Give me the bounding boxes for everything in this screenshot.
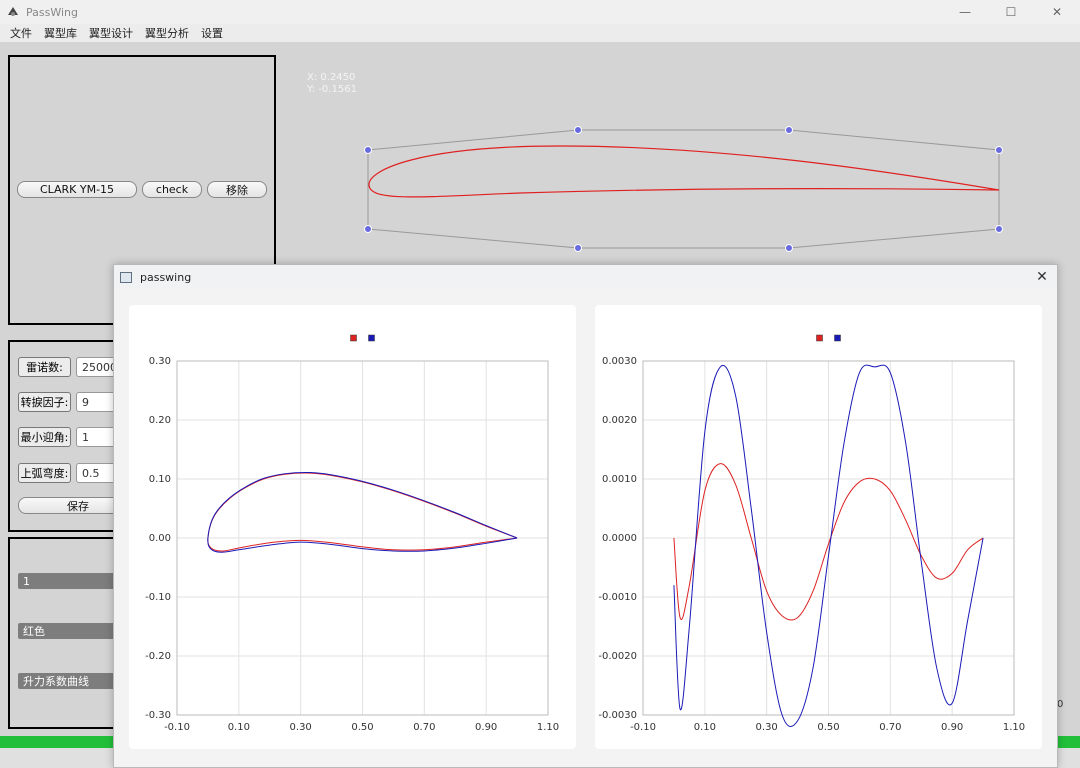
dialog-close-button[interactable]: ✕ [1036, 269, 1048, 285]
legend-marker[interactable] [350, 334, 357, 342]
y-tick-label: 0.0010 [602, 474, 637, 485]
y-tick-label: 0.0030 [602, 356, 637, 367]
y-tick-label: 0.0020 [602, 415, 637, 426]
upper-camber-label: 上弧弯度: [18, 463, 71, 483]
menu-file[interactable]: 文件 [10, 27, 32, 40]
control-point[interactable] [364, 146, 372, 154]
cursor-x: X: 0.2450 [307, 72, 356, 83]
x-tick-label: 0.70 [413, 722, 435, 733]
dialog-title-bar: passwing ✕ [114, 265, 1057, 289]
control-point[interactable] [574, 126, 582, 134]
chart-card-left: -0.10 0.10 0.30 0.50 0.70 0.90 1.10 0.30 0.20 0.1… [129, 305, 576, 749]
title-bar: PassWing — ☐ ✕ [0, 0, 1080, 24]
airfoil-name-button[interactable]: CLARK YM-15 [17, 181, 137, 198]
plot-frame [176, 360, 549, 716]
y-tick-label: -0.0010 [598, 592, 637, 603]
menu-bar: 文件 翼型库 翼型设计 翼型分析 设置 [0, 24, 1080, 42]
y-tick-label: 0.30 [149, 356, 171, 367]
close-window-button[interactable]: ✕ [1051, 5, 1063, 19]
menu-airfoil-design[interactable]: 翼型设计 [89, 27, 133, 40]
control-point[interactable] [995, 146, 1003, 154]
save-button[interactable]: 保存 [18, 497, 138, 514]
check-button[interactable]: check [142, 181, 202, 198]
control-point[interactable] [785, 244, 793, 252]
y-tick-label: -0.20 [145, 651, 171, 662]
series-line [207, 471, 518, 553]
control-point[interactable] [364, 225, 372, 233]
option-bar-color[interactable]: 红色 [18, 623, 128, 639]
y-tick-label: -0.30 [145, 710, 171, 721]
dialog-window-icon [120, 271, 132, 283]
y-tick-label: -0.0020 [598, 651, 637, 662]
legend-marker[interactable] [816, 334, 823, 342]
x-tick-label: 1.10 [537, 722, 559, 733]
control-polygon-upper [367, 129, 1000, 190]
chart-card-right: -0.10 0.10 0.30 0.50 0.70 0.90 1.10 0.0030 0.002… [595, 305, 1042, 749]
option-bar-curve-type[interactable]: 升力系数曲线 [18, 673, 128, 689]
airfoil-shape-chart: -0.10 0.10 0.30 0.50 0.70 0.90 1.10 0.30 0.20 0.1… [145, 334, 559, 733]
deviation-chart: -0.10 0.10 0.30 0.50 0.70 0.90 1.10 0.0030 0.002… [598, 334, 1025, 733]
reynolds-label: 雷诺数: [18, 357, 71, 377]
series-line [673, 364, 984, 727]
menu-airfoil-analysis[interactable]: 翼型分析 [145, 27, 189, 40]
x-tick-label: 0.10 [228, 722, 250, 733]
control-point[interactable] [574, 244, 582, 252]
x-tick-label: 0.70 [879, 722, 901, 733]
right-edge-label: 0 [1057, 699, 1064, 710]
maximize-button[interactable]: ☐ [1005, 5, 1017, 19]
x-tick-label: -0.10 [164, 722, 190, 733]
x-tick-label: 0.30 [756, 722, 778, 733]
x-tick-label: 1.10 [1003, 722, 1025, 733]
control-point[interactable] [995, 225, 1003, 233]
y-tick-label: 0.0000 [602, 533, 637, 544]
control-point[interactable] [785, 126, 793, 134]
x-tick-label: 0.90 [475, 722, 497, 733]
y-tick-label: -0.10 [145, 592, 171, 603]
control-polygon-lower [367, 150, 1000, 249]
legend-marker[interactable] [834, 334, 841, 342]
x-tick-label: 0.90 [941, 722, 963, 733]
y-tick-label: -0.0030 [598, 710, 637, 721]
x-tick-label: 0.50 [351, 722, 373, 733]
dialog-title: passwing [140, 270, 192, 284]
airfoil-contour [368, 145, 1000, 198]
minimize-button[interactable]: — [959, 5, 971, 19]
window-title: PassWing [26, 5, 78, 19]
x-tick-label: 0.10 [694, 722, 716, 733]
window-controls: — ☐ ✕ [942, 0, 1080, 24]
remove-button[interactable]: 移除 [207, 181, 267, 198]
plot-frame [642, 360, 1015, 716]
transition-factor-label: 转捩因子: [18, 392, 71, 412]
x-tick-label: -0.10 [630, 722, 656, 733]
airfoil-editor-canvas[interactable] [0, 42, 1080, 282]
menu-settings[interactable]: 设置 [201, 27, 223, 40]
option-bar-1[interactable]: 1 [18, 573, 128, 589]
legend-marker[interactable] [368, 334, 375, 342]
x-tick-label: 0.50 [817, 722, 839, 733]
cursor-coordinates: X: 0.2450 Y: -0.1561 [307, 72, 357, 96]
cursor-y: Y: -0.1561 [307, 84, 357, 95]
y-tick-label: 0.00 [149, 533, 171, 544]
app-logo-icon [8, 7, 18, 16]
y-tick-label: 0.10 [149, 474, 171, 485]
y-tick-label: 0.20 [149, 415, 171, 426]
series-line [673, 463, 984, 621]
x-tick-label: 0.30 [290, 722, 312, 733]
menu-airfoil-library[interactable]: 翼型库 [44, 27, 77, 40]
min-angle-label: 最小迎角: [18, 427, 71, 447]
passwing-dialog: passwing ✕ -0.10 0.10 0.30 0.50 0.70 0.90 1.10… [113, 264, 1058, 768]
